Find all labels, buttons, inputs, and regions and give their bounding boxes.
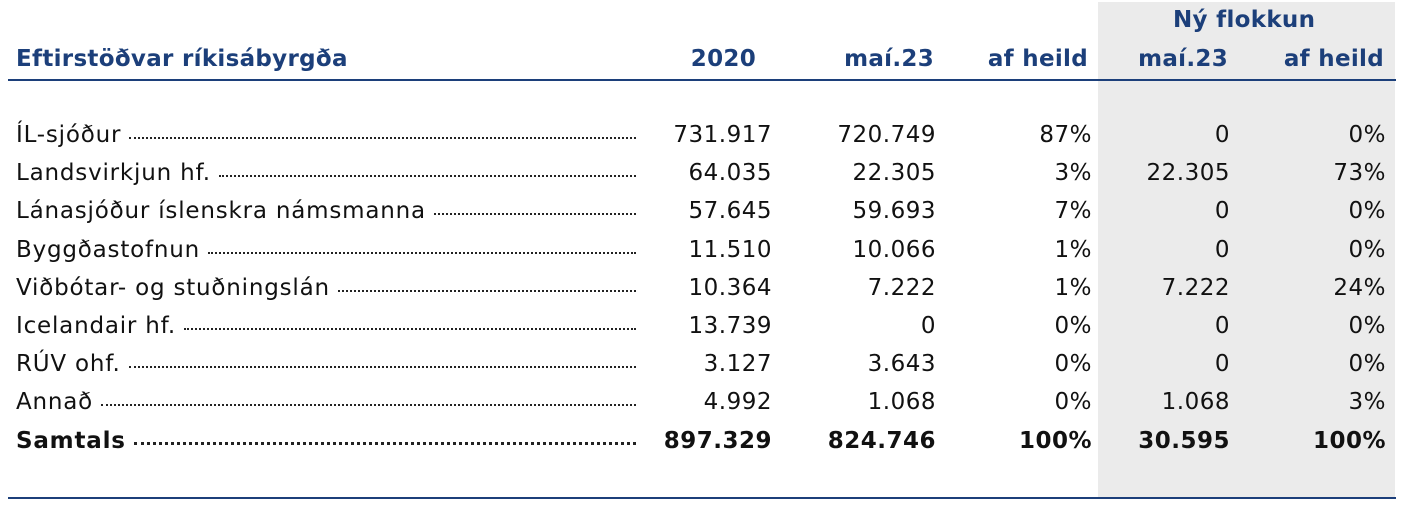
row-label-text: Landsvirkjun hf. xyxy=(16,160,211,186)
cell-col-4: 7.222 xyxy=(1161,275,1230,301)
col-header-af-heild: af heild xyxy=(987,46,1088,72)
cell-col-3: 0% xyxy=(1054,389,1092,415)
group-header-ny-flokkun: Ný flokkun xyxy=(1173,7,1316,33)
row-label: RÚV ohf. xyxy=(16,351,636,377)
cell-col-4: 1.068 xyxy=(1161,389,1230,415)
cell-col-5: 0% xyxy=(1348,237,1386,263)
cell-col-1: 64.035 xyxy=(688,160,772,186)
row-label: Icelandair hf. xyxy=(16,313,636,339)
row-label-text: Viðbótar- og stuðningslán xyxy=(16,275,330,301)
row-label-text: Byggðastofnun xyxy=(16,237,201,263)
cell-col-3: 3% xyxy=(1054,160,1092,186)
cell-col-2: 10.066 xyxy=(852,237,936,263)
cell-col-5: 0% xyxy=(1348,122,1386,148)
dot-leader xyxy=(433,213,636,215)
dot-leader xyxy=(218,175,636,177)
cell-col-1: 897.329 xyxy=(663,428,772,454)
dot-leader xyxy=(208,252,636,254)
col-header-mai23: maí.23 xyxy=(844,46,934,72)
cell-col-1: 13.739 xyxy=(688,313,772,339)
table-row: ÍL-sjóður 731.917 720.749 87% 0 0% xyxy=(0,118,1404,156)
bottom-rule xyxy=(8,497,1396,499)
row-label: Viðbótar- og stuðningslán xyxy=(16,275,636,301)
dot-leader xyxy=(133,442,636,445)
dot-leader xyxy=(184,328,636,330)
table-row: Viðbótar- og stuðningslán 10.364 7.222 1% 7.… xyxy=(0,271,1404,309)
col-header-new-mai23: maí.23 xyxy=(1138,46,1228,72)
cell-col-3: 7% xyxy=(1054,198,1092,224)
cell-col-2: 0 xyxy=(920,313,936,339)
cell-col-2: 3.643 xyxy=(867,351,936,377)
cell-col-5: 0% xyxy=(1348,351,1386,377)
table-row: Icelandair hf. 13.739 0 0% 0 0% xyxy=(0,309,1404,347)
table-row: Annað 4.992 1.068 0% 1.068 3% xyxy=(0,385,1404,423)
cell-col-4: 22.305 xyxy=(1146,160,1230,186)
cell-col-3: 100% xyxy=(1018,428,1092,454)
col-header-2020: 2020 xyxy=(690,46,756,72)
cell-col-5: 0% xyxy=(1348,198,1386,224)
row-label-text: Annað xyxy=(16,389,94,415)
row-label: ÍL-sjóður xyxy=(16,122,636,148)
row-label: Landsvirkjun hf. xyxy=(16,160,636,186)
row-label: Byggðastofnun xyxy=(16,237,636,263)
cell-col-2: 22.305 xyxy=(852,160,936,186)
cell-col-1: 3.127 xyxy=(703,351,772,377)
dot-leader xyxy=(129,137,636,139)
cell-col-4: 0 xyxy=(1214,237,1230,263)
cell-col-4: 0 xyxy=(1214,351,1230,377)
header-rule xyxy=(8,79,1396,81)
table-row: RÚV ohf. 3.127 3.643 0% 0 0% xyxy=(0,347,1404,385)
table-row: Landsvirkjun hf. 64.035 22.305 3% 22.305 73% xyxy=(0,156,1404,194)
row-label: Lánasjóður íslenskra námsmanna xyxy=(16,198,636,224)
row-label-text: Samtals xyxy=(16,428,126,454)
cell-col-5: 24% xyxy=(1333,275,1386,301)
cell-col-3: 1% xyxy=(1054,275,1092,301)
cell-col-5: 3% xyxy=(1348,389,1386,415)
cell-col-4: 0 xyxy=(1214,313,1230,339)
table-row: Lánasjóður íslenskra námsmanna 57.645 59.6… xyxy=(0,194,1404,232)
dot-leader xyxy=(101,404,636,406)
row-label: Samtals xyxy=(16,428,636,454)
row-label-text: RÚV ohf. xyxy=(16,351,121,377)
table-row-total: Samtals 897.329 824.746 100% 30.595 100% xyxy=(0,424,1404,462)
col-header-new-af-heild: af heild xyxy=(1283,46,1384,72)
cell-col-1: 4.992 xyxy=(703,389,772,415)
new-classification-shade xyxy=(1098,2,1395,498)
cell-col-4: 30.595 xyxy=(1138,428,1230,454)
row-label-text: Icelandair hf. xyxy=(16,313,177,339)
cell-col-3: 87% xyxy=(1039,122,1092,148)
cell-col-2: 7.222 xyxy=(867,275,936,301)
dot-leader xyxy=(128,366,636,368)
cell-col-3: 0% xyxy=(1054,351,1092,377)
cell-col-4: 0 xyxy=(1214,198,1230,224)
cell-col-1: 11.510 xyxy=(688,237,772,263)
cell-col-2: 824.746 xyxy=(827,428,936,454)
table-title: Eftirstöðvar ríkisábyrgða xyxy=(16,46,348,72)
cell-col-4: 0 xyxy=(1214,122,1230,148)
row-label: Annað xyxy=(16,389,636,415)
cell-col-1: 731.917 xyxy=(673,122,772,148)
cell-col-3: 1% xyxy=(1054,237,1092,263)
cell-col-2: 59.693 xyxy=(852,198,936,224)
cell-col-1: 10.364 xyxy=(688,275,772,301)
dot-leader xyxy=(337,290,636,292)
row-label-text: ÍL-sjóður xyxy=(16,122,122,148)
table-row: Byggðastofnun 11.510 10.066 1% 0 0% xyxy=(0,233,1404,271)
row-label-text: Lánasjóður íslenskra námsmanna xyxy=(16,198,426,224)
cell-col-1: 57.645 xyxy=(688,198,772,224)
cell-col-2: 1.068 xyxy=(867,389,936,415)
cell-col-2: 720.749 xyxy=(837,122,936,148)
cell-col-3: 0% xyxy=(1054,313,1092,339)
cell-col-5: 73% xyxy=(1333,160,1386,186)
cell-col-5: 100% xyxy=(1312,428,1386,454)
cell-col-5: 0% xyxy=(1348,313,1386,339)
